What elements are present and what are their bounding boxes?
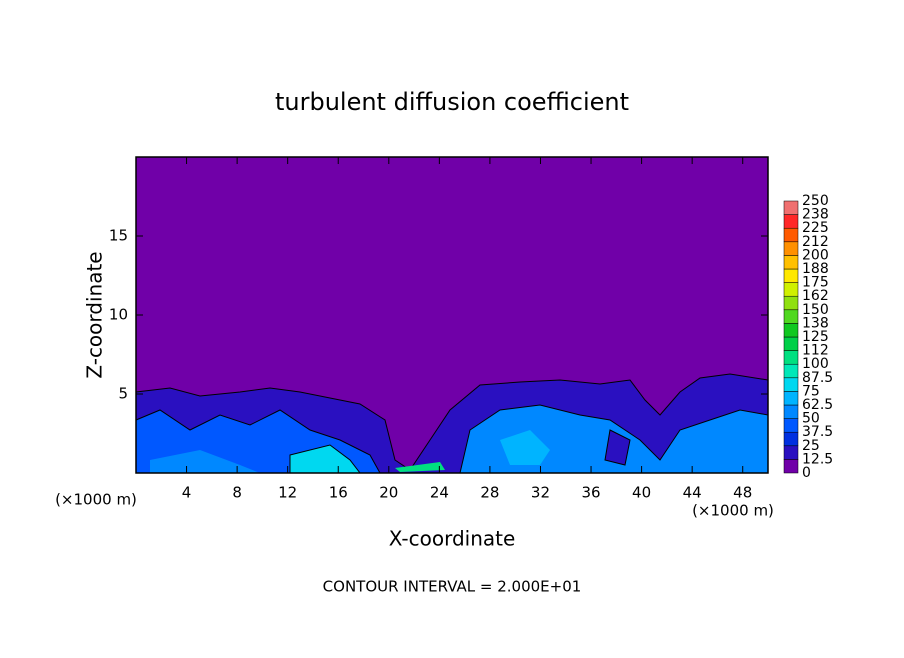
x-tick-label: 32 — [531, 484, 550, 502]
x-tick-label: 16 — [329, 484, 348, 502]
footer: CONTOUR INTERVAL = 2.000E+01 — [323, 578, 582, 596]
y-tick-label: 5 — [118, 385, 128, 403]
colorbar-label: 138 — [802, 315, 829, 331]
colorbar-band — [783, 255, 799, 270]
colorbar-label: 200 — [802, 247, 829, 263]
colorbar-band — [783, 200, 799, 215]
colorbar-label: 125 — [802, 329, 829, 345]
colorbar-band — [783, 268, 799, 283]
x-tick-label: 44 — [683, 484, 702, 502]
colorbar-label: 225 — [802, 220, 829, 236]
colorbar-label: 250 — [802, 193, 829, 209]
colorbar-label: 112 — [802, 343, 829, 359]
colorbar-label: 238 — [802, 207, 829, 223]
colorbar-label: 37.5 — [802, 424, 833, 440]
colorbar-band — [783, 431, 799, 447]
colorbar-band — [783, 227, 799, 243]
colorbar-label: 188 — [802, 261, 829, 277]
colorbar-band — [783, 282, 799, 297]
x-tick-label: 12 — [278, 484, 297, 502]
colorbar-label: 0 — [802, 465, 811, 481]
colorbar-band — [783, 214, 799, 229]
colorbar-label: 150 — [802, 302, 829, 318]
colorbar-band — [783, 336, 799, 351]
colorbar-label: 50 — [802, 411, 820, 427]
colorbar-band — [783, 418, 799, 433]
colorbar-band — [783, 459, 799, 474]
y-tick-label: 15 — [109, 227, 128, 245]
colorbar-band — [783, 377, 799, 392]
chart-title: turbulent diffusion coefficient — [275, 88, 629, 116]
colorbar-band — [783, 295, 799, 311]
colorbar-band — [783, 363, 799, 379]
colorbar-label: 12.5 — [802, 451, 833, 467]
x-unit-left: (×1000 m) — [55, 491, 137, 509]
colorbar-label: 87.5 — [802, 370, 833, 386]
colorbar-label: 62.5 — [802, 397, 833, 413]
colorbar-band — [783, 241, 799, 256]
colorbar-label: 25 — [802, 438, 820, 454]
x-tick-label: 48 — [733, 484, 752, 502]
x-tick-label: 20 — [379, 484, 398, 502]
x-tick-label: 24 — [430, 484, 449, 502]
colorbar-label: 212 — [802, 234, 829, 250]
colorbar-label: 162 — [802, 288, 829, 304]
colorbar-band — [783, 391, 799, 406]
colorbar-band — [783, 404, 799, 419]
x-axis-label: X-coordinate — [389, 527, 516, 551]
colorbar-label: 100 — [802, 356, 829, 372]
x-tick-label: 4 — [182, 484, 192, 502]
colorbar-band — [783, 445, 799, 460]
colorbar-label: 175 — [802, 275, 829, 291]
field — [135, 156, 769, 474]
x-tick-label: 40 — [632, 484, 651, 502]
x-tick-label: 28 — [480, 484, 499, 502]
y-tick-label: 10 — [109, 306, 128, 324]
colorbar-band — [783, 350, 799, 365]
colorbar-band — [783, 323, 799, 338]
x-tick-label: 36 — [581, 484, 600, 502]
x-tick-label: 8 — [232, 484, 242, 502]
y-axis-label: Z-coordinate — [83, 251, 107, 378]
colorbar-label: 75 — [802, 383, 820, 399]
colorbar-band — [783, 309, 799, 324]
x-unit-right: (×1000 m) — [692, 502, 774, 520]
